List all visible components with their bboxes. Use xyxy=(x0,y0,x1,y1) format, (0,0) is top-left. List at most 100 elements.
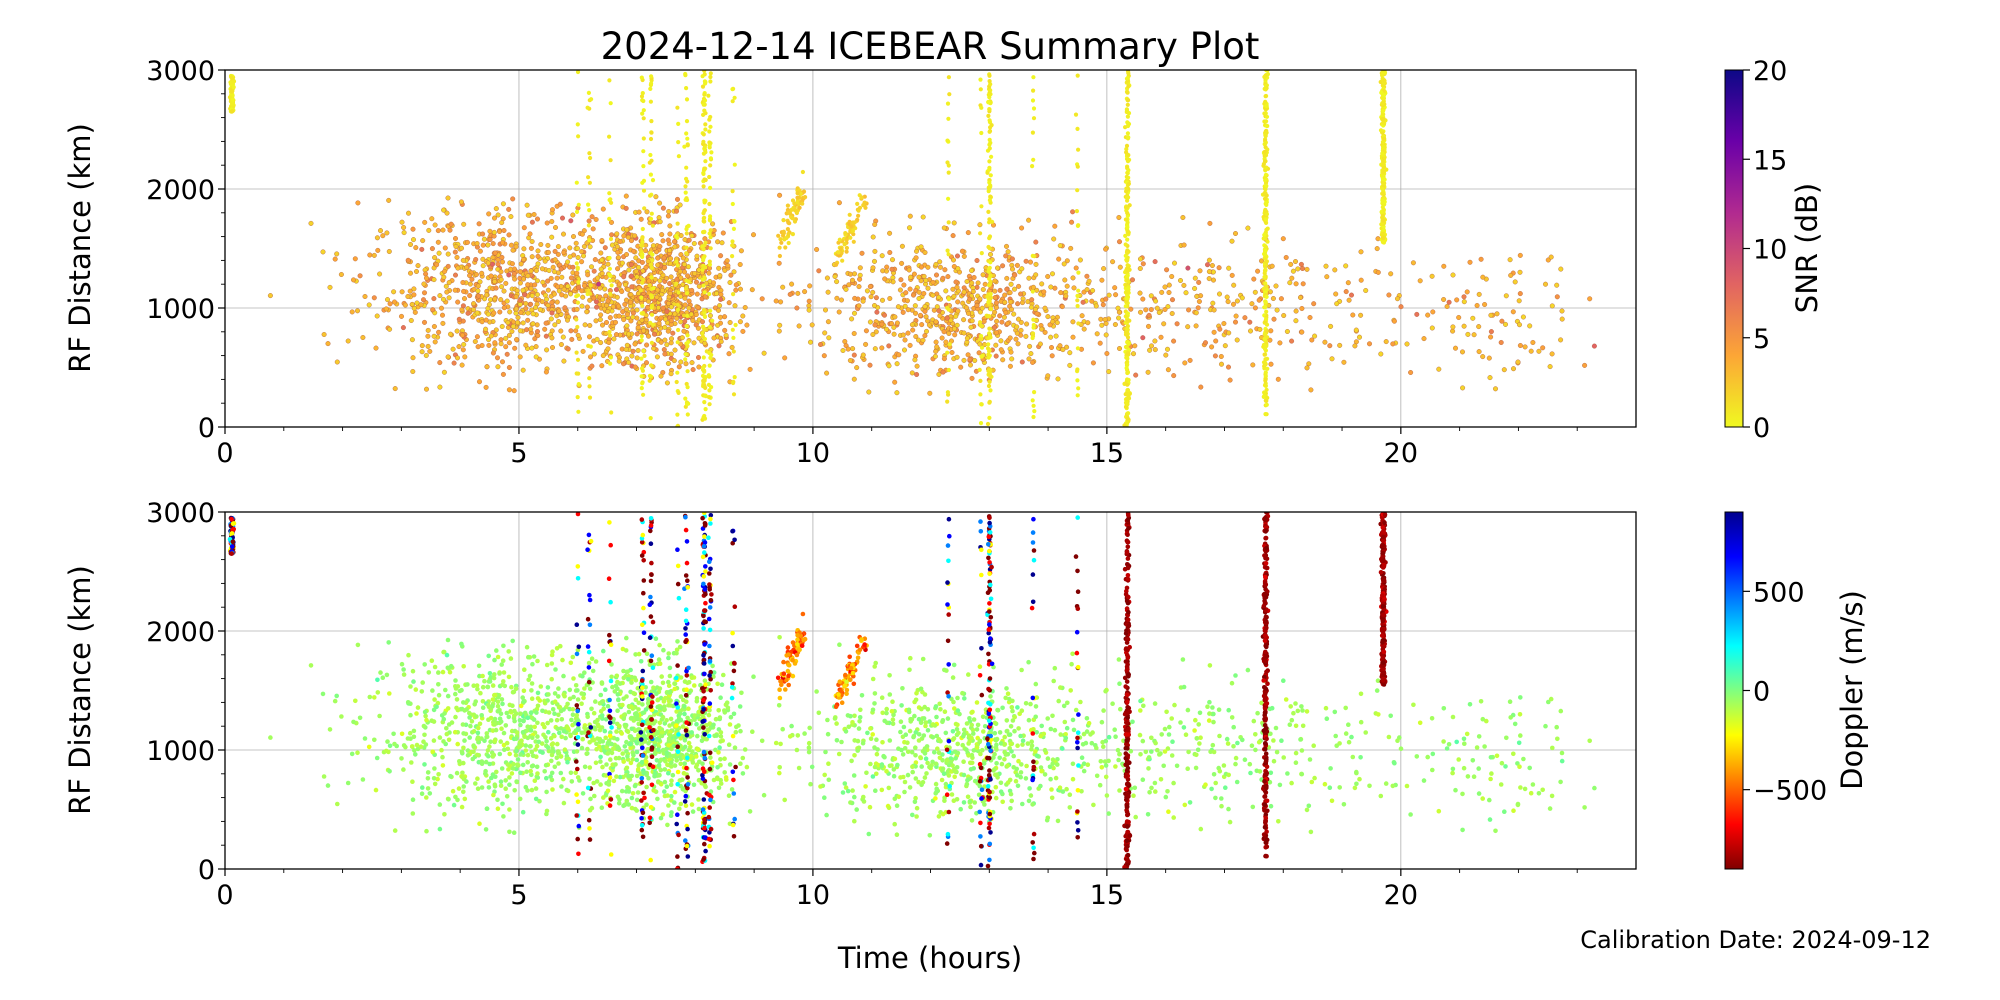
snr-point xyxy=(980,287,986,293)
snr-point xyxy=(700,74,705,79)
doppler-point xyxy=(432,664,438,670)
snr-point xyxy=(866,389,872,395)
snr-point xyxy=(565,259,571,265)
snr-point xyxy=(649,74,654,79)
snr-point xyxy=(591,295,597,301)
snr-point xyxy=(1381,207,1386,212)
snr-point xyxy=(513,294,519,300)
snr-point xyxy=(495,355,501,361)
doppler-point xyxy=(543,735,548,740)
snr-point xyxy=(1045,314,1051,320)
doppler-point xyxy=(548,718,554,723)
snr-point xyxy=(1140,296,1146,302)
doppler-point xyxy=(410,797,416,802)
snr-point xyxy=(1306,361,1312,367)
snr-point xyxy=(1492,386,1498,392)
doppler-point xyxy=(558,643,563,649)
snr-point xyxy=(691,240,697,246)
snr-point xyxy=(1257,326,1263,332)
snr-point xyxy=(749,287,755,293)
snr-point xyxy=(870,332,876,338)
snr-point xyxy=(873,329,879,335)
snr-point xyxy=(1124,296,1129,301)
snr-point xyxy=(825,289,831,295)
snr-point xyxy=(1209,344,1215,350)
snr-point xyxy=(946,170,951,175)
snr-point xyxy=(803,195,808,200)
snr-point xyxy=(987,198,993,203)
snr-point xyxy=(1308,387,1314,393)
snr-point xyxy=(1037,341,1043,347)
snr-point xyxy=(675,105,680,110)
snr-point xyxy=(467,273,473,279)
doppler-point xyxy=(558,770,564,776)
snr-point xyxy=(491,310,497,316)
snr-point xyxy=(1019,359,1025,365)
snr-point xyxy=(666,208,672,214)
doppler-point xyxy=(550,649,555,654)
snr-point xyxy=(731,349,736,354)
snr-point xyxy=(661,255,667,261)
snr-point xyxy=(647,378,652,383)
snr-point xyxy=(432,255,438,261)
doppler-point xyxy=(535,658,540,664)
snr-point xyxy=(1019,266,1025,272)
snr-point xyxy=(434,262,440,268)
snr-point xyxy=(648,172,654,177)
snr-point xyxy=(535,253,541,259)
snr-point xyxy=(1137,266,1143,272)
snr-point xyxy=(1076,223,1081,228)
snr-point xyxy=(576,382,581,387)
snr-point xyxy=(586,343,591,348)
snr-point xyxy=(987,129,992,134)
snr-point xyxy=(554,299,560,305)
snr-point xyxy=(1148,293,1154,299)
snr-point xyxy=(617,239,623,245)
snr-point xyxy=(429,246,435,252)
snr-point xyxy=(684,401,690,407)
snr-point xyxy=(521,257,527,263)
snr-point xyxy=(621,274,627,280)
snr-point xyxy=(1012,286,1018,292)
snr-point xyxy=(686,248,692,254)
snr-point xyxy=(943,339,949,345)
snr-point xyxy=(796,323,802,329)
snr-point xyxy=(639,259,645,265)
snr-point xyxy=(987,234,993,239)
doppler-point xyxy=(408,684,413,689)
snr-point xyxy=(653,194,659,200)
snr-point xyxy=(1009,306,1015,312)
snr-point xyxy=(529,219,535,225)
snr-point xyxy=(1045,373,1051,379)
snr-point xyxy=(549,335,555,341)
snr-point xyxy=(648,193,653,198)
snr-point xyxy=(1125,370,1130,375)
doppler-point xyxy=(672,681,677,686)
snr-point xyxy=(887,296,893,302)
snr-point xyxy=(987,265,992,270)
snr-point xyxy=(1156,310,1162,316)
snr-point xyxy=(1033,272,1039,278)
snr-point xyxy=(425,343,431,349)
doppler-point xyxy=(499,726,504,731)
snr-point xyxy=(477,248,483,254)
snr-point xyxy=(332,256,338,262)
snr-point xyxy=(608,236,614,242)
snr-point xyxy=(977,367,982,372)
snr-point xyxy=(1363,288,1369,294)
snr-point xyxy=(681,261,687,267)
snr-point xyxy=(584,304,590,310)
snr-point xyxy=(588,155,593,161)
doppler-point xyxy=(511,830,517,835)
snr-point xyxy=(1125,250,1130,255)
snr-point xyxy=(988,88,993,93)
snr-point xyxy=(647,373,653,378)
snr-point xyxy=(640,311,646,316)
snr-point xyxy=(643,248,649,254)
snr-point xyxy=(1381,236,1386,241)
snr-point xyxy=(1297,295,1303,301)
snr-point xyxy=(925,264,931,270)
snr-point xyxy=(870,289,876,295)
doppler-point xyxy=(392,741,397,747)
snr-point xyxy=(552,257,558,263)
